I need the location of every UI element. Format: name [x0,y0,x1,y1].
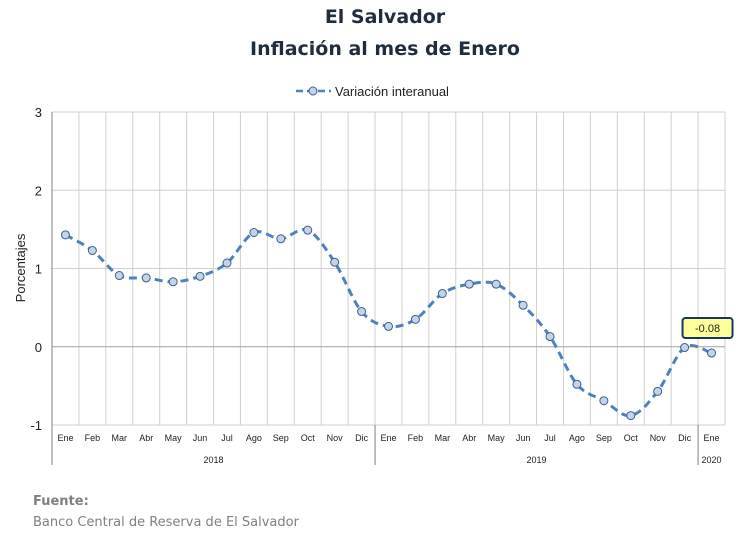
x-tick-label: Ene [704,433,720,443]
data-point [222,258,232,268]
data-point [357,307,367,317]
chart-subtitle: Inflación al mes de Enero [250,38,520,60]
data-point [410,314,420,324]
x-tick-label: May [165,433,183,443]
y-tick-label: 3 [35,105,42,120]
data-point [464,279,474,289]
x-tick-label: Feb [85,433,101,443]
year-label: 2020 [702,455,722,465]
data-point [276,234,286,244]
data-point [437,289,447,299]
data-point [653,386,663,396]
data-point [114,271,124,281]
line-chart: Variación interanual -1 0 1 2 3 Ene Feb Mar Abr M… [13,84,734,465]
y-tick-label: 2 [35,183,42,198]
x-tick-label: Mar [435,433,451,443]
x-tick-label: Oct [624,433,639,443]
plot-area: -1 0 1 2 3 Ene Feb Mar Abr May Jun Jul Ago Sep Oct Nov D… [30,105,734,465]
chart-title: El Salvador [324,6,446,28]
y-axis-label: Porcentajes [13,233,28,302]
source-label: Fuente: [33,494,89,509]
x-tick-label: May [488,433,506,443]
x-tick-label: Nov [650,433,667,443]
data-point [384,321,393,331]
data-point [599,396,609,406]
data-point [626,411,636,421]
x-tick-label: Ene [57,433,73,443]
x-tick-label: Ago [569,433,585,443]
data-point [707,348,717,358]
data-point [141,273,151,283]
data-label-box [681,317,734,340]
data-point [518,300,528,310]
data-point [195,271,205,281]
x-tick-label: Ago [246,433,262,443]
y-tick-label: 1 [35,262,42,277]
x-tick-label: Jun [193,433,208,443]
source-text: Banco Central de Reserva de El Salvador [33,515,299,530]
data-point [87,246,97,256]
x-tick-label: Sep [273,433,289,443]
data-label: -0.08 [695,323,720,335]
x-tick-label: Feb [408,433,424,443]
y-tick-label: 0 [35,340,42,355]
x-tick-label: Mar [112,433,128,443]
data-point [168,277,178,287]
data-point [680,343,690,353]
year-label: 2019 [527,455,547,465]
data-point [60,230,70,240]
x-tick-label: Oct [301,433,316,443]
data-point [572,379,582,389]
legend-label: Variación interanual [335,84,449,99]
x-tick-label: Dic [355,433,368,443]
y-tick-label: -1 [30,418,42,433]
x-tick-label: Abr [462,433,476,443]
x-tick-label: Dic [678,433,691,443]
data-point [303,225,313,235]
x-tick-label: Jul [544,433,556,443]
x-tick-label: Abr [139,433,153,443]
data-point [545,332,555,342]
legend-marker [308,86,318,96]
legend: Variación interanual [296,84,449,99]
year-label: 2018 [204,455,224,465]
x-tick-label: Nov [327,433,344,443]
data-point [491,279,501,289]
data-point [330,257,340,267]
data-point [249,228,259,238]
x-tick-label: Ene [380,433,396,443]
x-tick-label: Jul [221,433,233,443]
x-tick-label: Sep [596,433,612,443]
x-tick-label: Jun [516,433,531,443]
